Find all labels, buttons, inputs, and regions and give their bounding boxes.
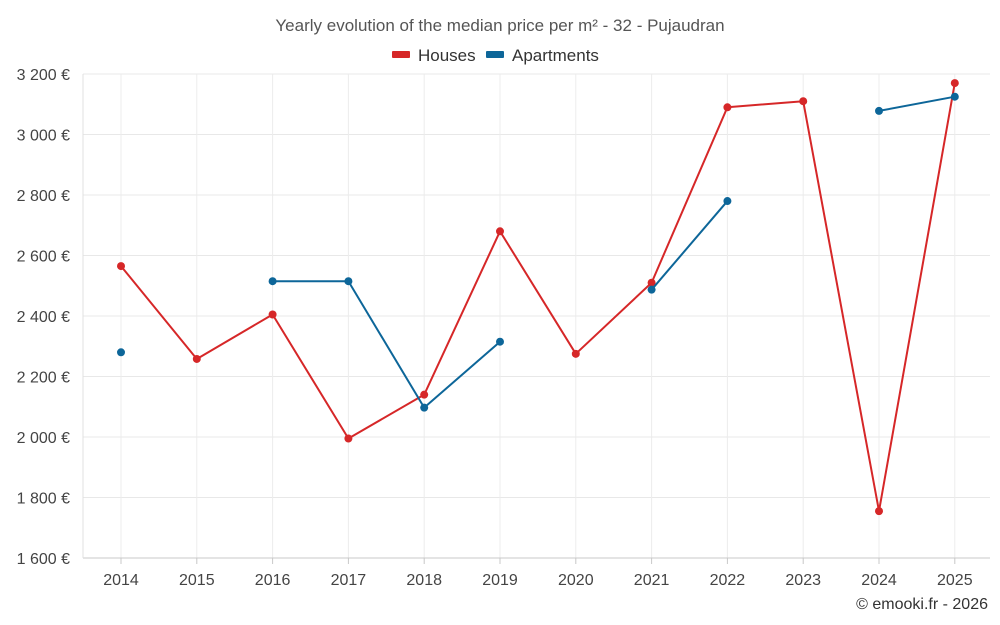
legend-item-apartments[interactable]: Apartments <box>486 46 599 65</box>
series-houses <box>117 79 959 516</box>
legend[interactable]: Houses Apartments <box>392 46 599 65</box>
x-tick-label: 2021 <box>634 572 670 589</box>
credit-text: © emooki.fr - 2026 <box>856 596 988 613</box>
apartments-line-segment <box>423 340 501 409</box>
legend-swatch-houses <box>392 51 410 58</box>
chart-title: Yearly evolution of the median price per… <box>275 16 724 35</box>
houses-line-segment <box>650 106 729 284</box>
apartments-point[interactable] <box>950 92 959 101</box>
houses-point[interactable] <box>268 310 277 319</box>
apartments-line-segment <box>650 200 729 291</box>
x-tick-label: 2017 <box>331 572 367 589</box>
apartments-point[interactable] <box>268 277 277 286</box>
legend-swatch-apartments <box>486 51 504 58</box>
apartments-point[interactable] <box>496 337 504 346</box>
x-tick-label: 2023 <box>785 572 821 589</box>
x-tick-label: 2015 <box>179 572 215 589</box>
y-tick-label: 1 800 € <box>17 491 70 508</box>
x-tick-label: 2018 <box>406 572 442 589</box>
apartments-point[interactable] <box>647 285 656 294</box>
y-tick-label: 2 400 € <box>17 309 70 326</box>
houses-line-segment <box>878 82 956 513</box>
legend-item-houses[interactable]: Houses <box>392 46 476 65</box>
axis-layer: 1 600 € 1 800 € 2 000 € 2 200 € 2 400 € 2 600… <box>17 67 990 589</box>
houses-line-segment <box>195 313 274 360</box>
houses-line-segment <box>271 313 350 440</box>
houses-point[interactable] <box>344 434 353 443</box>
houses-line-segment <box>499 230 577 355</box>
y-tick-label: 2 600 € <box>17 249 70 266</box>
legend-label-houses: Houses <box>418 46 476 65</box>
houses-point[interactable] <box>647 278 656 287</box>
grid-layer <box>83 73 990 559</box>
houses-point[interactable] <box>192 354 201 363</box>
houses-line-segment <box>726 100 805 109</box>
apartments-point[interactable] <box>344 277 353 286</box>
apartments-point[interactable] <box>117 348 125 357</box>
houses-point[interactable] <box>723 103 732 112</box>
houses-point[interactable] <box>117 262 125 271</box>
houses-point[interactable] <box>875 507 883 516</box>
y-tick-label: 1 600 € <box>17 551 70 568</box>
series-layer <box>117 79 959 516</box>
y-tick-label: 2 000 € <box>17 430 70 447</box>
houses-line-segment <box>423 230 501 396</box>
y-tick-label: 3 000 € <box>17 128 70 145</box>
houses-point[interactable] <box>950 79 959 88</box>
houses-line-segment <box>347 393 426 440</box>
houses-line-segment <box>574 281 653 355</box>
houses-point[interactable] <box>496 227 504 236</box>
series-apartments <box>117 92 959 412</box>
apartments-point[interactable] <box>420 403 429 412</box>
x-tick-label: 2016 <box>255 572 291 589</box>
y-tick-label: 3 200 € <box>17 67 70 84</box>
houses-point[interactable] <box>571 349 580 358</box>
y-tick-label: 2 200 € <box>17 370 70 387</box>
apartments-point[interactable] <box>723 197 732 206</box>
y-tick-label: 2 800 € <box>17 188 70 205</box>
apartments-line-segment <box>878 95 956 112</box>
legend-label-apartments: Apartments <box>512 46 599 65</box>
houses-point[interactable] <box>799 97 808 106</box>
houses-point[interactable] <box>420 390 429 399</box>
x-tick-label: 2022 <box>710 572 746 589</box>
x-tick-label: 2024 <box>861 572 897 589</box>
apartments-line-segment <box>347 280 426 409</box>
houses-line-segment <box>802 100 880 513</box>
apartments-point[interactable] <box>875 106 883 115</box>
x-tick-label: 2025 <box>937 572 973 589</box>
houses-line-segment <box>120 265 198 360</box>
x-tick-label: 2014 <box>103 572 139 589</box>
x-tick-label: 2020 <box>558 572 594 589</box>
x-tick-label: 2019 <box>482 572 518 589</box>
